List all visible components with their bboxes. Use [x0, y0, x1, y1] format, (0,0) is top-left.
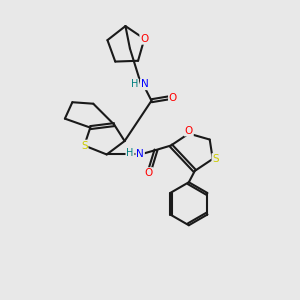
Text: O: O	[185, 126, 193, 136]
Text: O: O	[169, 93, 177, 103]
Text: H: H	[131, 79, 138, 89]
Text: N: N	[136, 149, 144, 160]
Text: H: H	[126, 148, 134, 158]
Text: O: O	[144, 168, 153, 178]
Text: S: S	[81, 140, 88, 151]
Text: O: O	[140, 34, 148, 44]
Text: S: S	[212, 154, 219, 164]
Text: N: N	[141, 79, 148, 89]
